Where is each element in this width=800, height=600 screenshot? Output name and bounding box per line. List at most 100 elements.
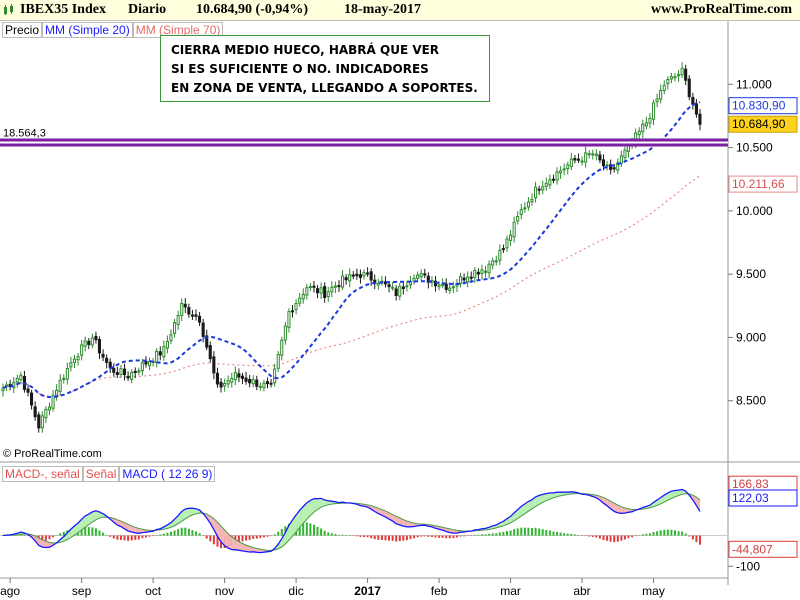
macd-hist-bar (370, 535, 373, 539)
tag-macd-hist[interactable]: MACD-, señal (2, 466, 83, 482)
x-tick-label: feb (431, 584, 448, 598)
macd-fill (510, 512, 515, 523)
macd-hist-bar (420, 535, 423, 537)
macd-fill (331, 501, 336, 505)
candlestick-logo-icon (4, 4, 13, 15)
macd-fill (321, 498, 325, 508)
macd-hist-bar (649, 533, 651, 536)
candle-body (644, 122, 648, 127)
macd-hist-bar (120, 535, 122, 540)
tag-ma70[interactable]: MM (Simple 70) (132, 22, 224, 38)
macd-fill (35, 535, 39, 546)
ma70-line (2, 175, 701, 398)
macd-hist-bar (466, 535, 469, 536)
candle-body (566, 164, 570, 169)
macd-fill (446, 528, 450, 533)
macd-fill (188, 508, 193, 517)
candle-body (462, 277, 466, 281)
candle-body (426, 275, 430, 283)
macd-hist-bar (459, 535, 462, 537)
candle (534, 181, 538, 203)
candle (398, 282, 402, 301)
macd-fill (288, 520, 293, 541)
candle-body (205, 335, 209, 348)
annotation-line-2: SI ES SUFICIENTE O NO. INDICADORES (171, 62, 429, 76)
candle-body (634, 132, 638, 144)
candle (469, 271, 473, 283)
support-band: 18.564,3 (0, 128, 728, 147)
date-label: 18-may-2017 (344, 2, 421, 17)
candle (169, 329, 173, 344)
candle-body (548, 179, 552, 186)
candle (366, 267, 370, 277)
ma20-path (2, 101, 701, 399)
macd-hist-bar (652, 532, 655, 536)
x-tick-label: dic (288, 584, 303, 598)
candle (287, 308, 291, 333)
macd-hist-bar (541, 529, 544, 536)
tag-macd-signal[interactable]: Señal (82, 466, 120, 482)
macd-fill (235, 539, 239, 551)
candle (369, 268, 373, 286)
candle (505, 235, 509, 252)
macd-fill (221, 526, 225, 546)
candle-body (487, 263, 491, 274)
tag-macd[interactable]: MACD ( 12 26 9) (119, 466, 216, 482)
macd-hist-bar (313, 524, 315, 536)
macd-hist-bar (641, 534, 644, 536)
candle (644, 116, 648, 130)
macd-fill (549, 492, 554, 500)
macd-fill (689, 493, 693, 500)
macd-hist-bar (91, 527, 94, 536)
candle-body (316, 288, 320, 294)
macd-fill (664, 492, 668, 503)
candle (473, 267, 477, 283)
macd-hist-bar (198, 533, 201, 536)
macd-indicator-tags: MACD-, señal Señal MACD ( 12 26 9) (2, 466, 216, 482)
macd-hist-bar (216, 535, 219, 547)
macd-hist-bar (130, 535, 133, 541)
macd-fill (206, 514, 211, 524)
candle-body (598, 154, 602, 161)
candle (276, 351, 280, 372)
candle-body (8, 383, 12, 387)
candle-body (208, 345, 212, 360)
macd-hist-bar (699, 535, 701, 545)
macd-hist-bar (534, 527, 537, 536)
macd-hist-bar (441, 535, 444, 538)
macd-hist-bar (245, 535, 248, 541)
candle-body (534, 186, 538, 199)
macd-fill (514, 509, 518, 521)
candle-body (408, 281, 412, 286)
macd-fill (296, 510, 300, 532)
macd-fill (81, 515, 86, 531)
candle-body (466, 276, 470, 283)
candle (387, 281, 391, 293)
macd-indicator (0, 488, 728, 554)
tag-ma20[interactable]: MM (Simple 20) (42, 22, 133, 38)
macd-fill (67, 529, 71, 540)
macd-hist-bar (69, 529, 72, 536)
candle (462, 273, 466, 285)
candle-body (62, 377, 66, 380)
candle-body (687, 78, 691, 98)
candle-body (419, 273, 423, 278)
macd-fill (692, 495, 697, 506)
macd-fill (149, 530, 154, 532)
macd-hist-bar (527, 527, 530, 536)
macd-hist-bar (52, 535, 54, 538)
macd-hist-bar (552, 531, 555, 536)
candle-body (494, 260, 498, 263)
macd-fill (249, 546, 254, 552)
candle (72, 354, 77, 369)
macd-fill (42, 539, 46, 548)
macd-hist-bar (73, 528, 76, 536)
candle (537, 185, 541, 195)
macd-hist-bar (280, 529, 283, 536)
candle-body (484, 270, 488, 273)
candle (22, 370, 26, 393)
candle (212, 351, 216, 380)
tag-price[interactable]: Precio (2, 22, 43, 38)
site-link[interactable]: www.ProRealTime.com (650, 2, 792, 17)
macd-hist-bar (523, 527, 526, 536)
